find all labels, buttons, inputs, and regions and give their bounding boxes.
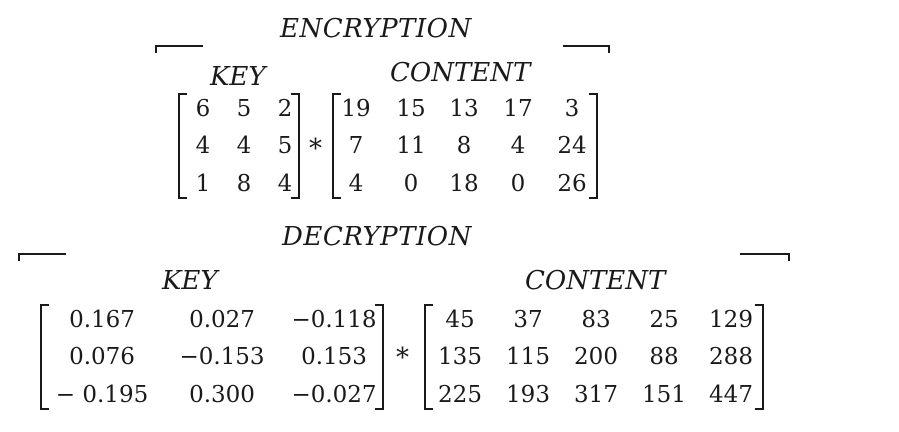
matrix-cell: 3 bbox=[564, 96, 580, 122]
matrix-cell: 7 bbox=[348, 133, 364, 159]
matrix-cell: 4 bbox=[510, 133, 526, 159]
matrix-cell: 11 bbox=[396, 133, 426, 159]
matrix-cell: 18 bbox=[449, 171, 479, 197]
matrix-cell: 317 bbox=[574, 382, 618, 408]
matrix-cell: 1 bbox=[195, 171, 211, 197]
encryption-rule-left-tick bbox=[155, 45, 157, 53]
matrix-cell: −0.153 bbox=[179, 344, 265, 370]
matrix-cell: 2 bbox=[277, 96, 293, 122]
matrix-cell: 0.167 bbox=[69, 307, 135, 333]
matrix-cell: 8 bbox=[456, 133, 472, 159]
matrix-cell: 5 bbox=[236, 96, 252, 122]
decryption-rule-left-tick bbox=[18, 253, 20, 261]
matrix-cell: −0.027 bbox=[291, 382, 377, 408]
matrix-cell: 37 bbox=[513, 307, 543, 333]
matrix-cell: 0.076 bbox=[69, 344, 135, 370]
matrix-cell: − 0.195 bbox=[55, 382, 149, 408]
left-bracket bbox=[424, 304, 433, 410]
matrix-cell: 4 bbox=[277, 171, 293, 197]
decryption-rule-right bbox=[740, 253, 790, 255]
left-bracket bbox=[40, 304, 49, 410]
matrix-cell: 5 bbox=[277, 133, 293, 159]
left-bracket bbox=[178, 93, 187, 199]
matrix-cell: 225 bbox=[438, 382, 482, 408]
decryption-rule-left bbox=[18, 253, 66, 255]
decryption-key-label: KEY bbox=[162, 266, 218, 296]
matrix-cell: 129 bbox=[709, 307, 753, 333]
matrix-cell: 8 bbox=[236, 171, 252, 197]
matrix-cell: 193 bbox=[506, 382, 550, 408]
matrix-cell: 13 bbox=[449, 96, 479, 122]
encryption-rule-left bbox=[155, 45, 203, 47]
matrix-cell: 6 bbox=[195, 96, 211, 122]
matrix-cell: 17 bbox=[503, 96, 533, 122]
encryption-content-label: CONTENT bbox=[390, 58, 531, 88]
encryption-multiply-operator: * bbox=[309, 134, 322, 164]
matrix-cell: 0 bbox=[510, 171, 526, 197]
left-bracket bbox=[332, 93, 341, 199]
matrix-cell: 0.153 bbox=[301, 344, 367, 370]
matrix-cell: 24 bbox=[557, 133, 587, 159]
right-bracket bbox=[755, 304, 764, 410]
matrix-cell: 115 bbox=[506, 344, 550, 370]
matrix-cell: 83 bbox=[581, 307, 611, 333]
matrix-cell: 200 bbox=[574, 344, 618, 370]
matrix-cell: −0.118 bbox=[291, 307, 377, 333]
matrix-cell: 15 bbox=[396, 96, 426, 122]
decryption-title: DECRYPTION bbox=[282, 222, 472, 252]
decryption-content-matrix: 45 37 83 25 129 135 115 200 88 288 225 193 317 151 447 bbox=[424, 304, 764, 410]
decryption-rule-right-tick bbox=[788, 253, 790, 261]
encryption-content-matrix: 19 15 13 17 3 7 11 8 4 24 4 0 18 0 26 bbox=[332, 93, 598, 199]
matrix-cell: 0.300 bbox=[189, 382, 255, 408]
matrix-cell: 151 bbox=[642, 382, 686, 408]
matrix-cell: 135 bbox=[438, 344, 482, 370]
encryption-rule-right bbox=[563, 45, 610, 47]
matrix-cell: 25 bbox=[649, 307, 679, 333]
matrix-cell: 288 bbox=[709, 344, 753, 370]
encryption-title: ENCRYPTION bbox=[280, 14, 472, 44]
encryption-key-label: KEY bbox=[210, 62, 266, 92]
decryption-multiply-operator: * bbox=[396, 343, 409, 373]
matrix-cell: 0.027 bbox=[189, 307, 255, 333]
matrix-cell: 45 bbox=[445, 307, 475, 333]
matrix-cell: 19 bbox=[341, 96, 371, 122]
right-bracket bbox=[375, 304, 384, 410]
right-bracket bbox=[291, 93, 300, 199]
decryption-key-matrix: 0.167 0.027 −0.118 0.076 −0.153 0.153 − 0.195 0… bbox=[40, 304, 384, 410]
matrix-cell: 26 bbox=[557, 171, 587, 197]
matrix-cell: 4 bbox=[195, 133, 211, 159]
decryption-content-label: CONTENT bbox=[525, 266, 666, 296]
matrix-cell: 4 bbox=[348, 171, 364, 197]
right-bracket bbox=[589, 93, 598, 199]
matrix-cell: 4 bbox=[236, 133, 252, 159]
matrix-cell: 0 bbox=[403, 171, 419, 197]
matrix-cell: 447 bbox=[709, 382, 753, 408]
encryption-rule-right-tick bbox=[608, 45, 610, 53]
matrix-cell: 88 bbox=[649, 344, 679, 370]
